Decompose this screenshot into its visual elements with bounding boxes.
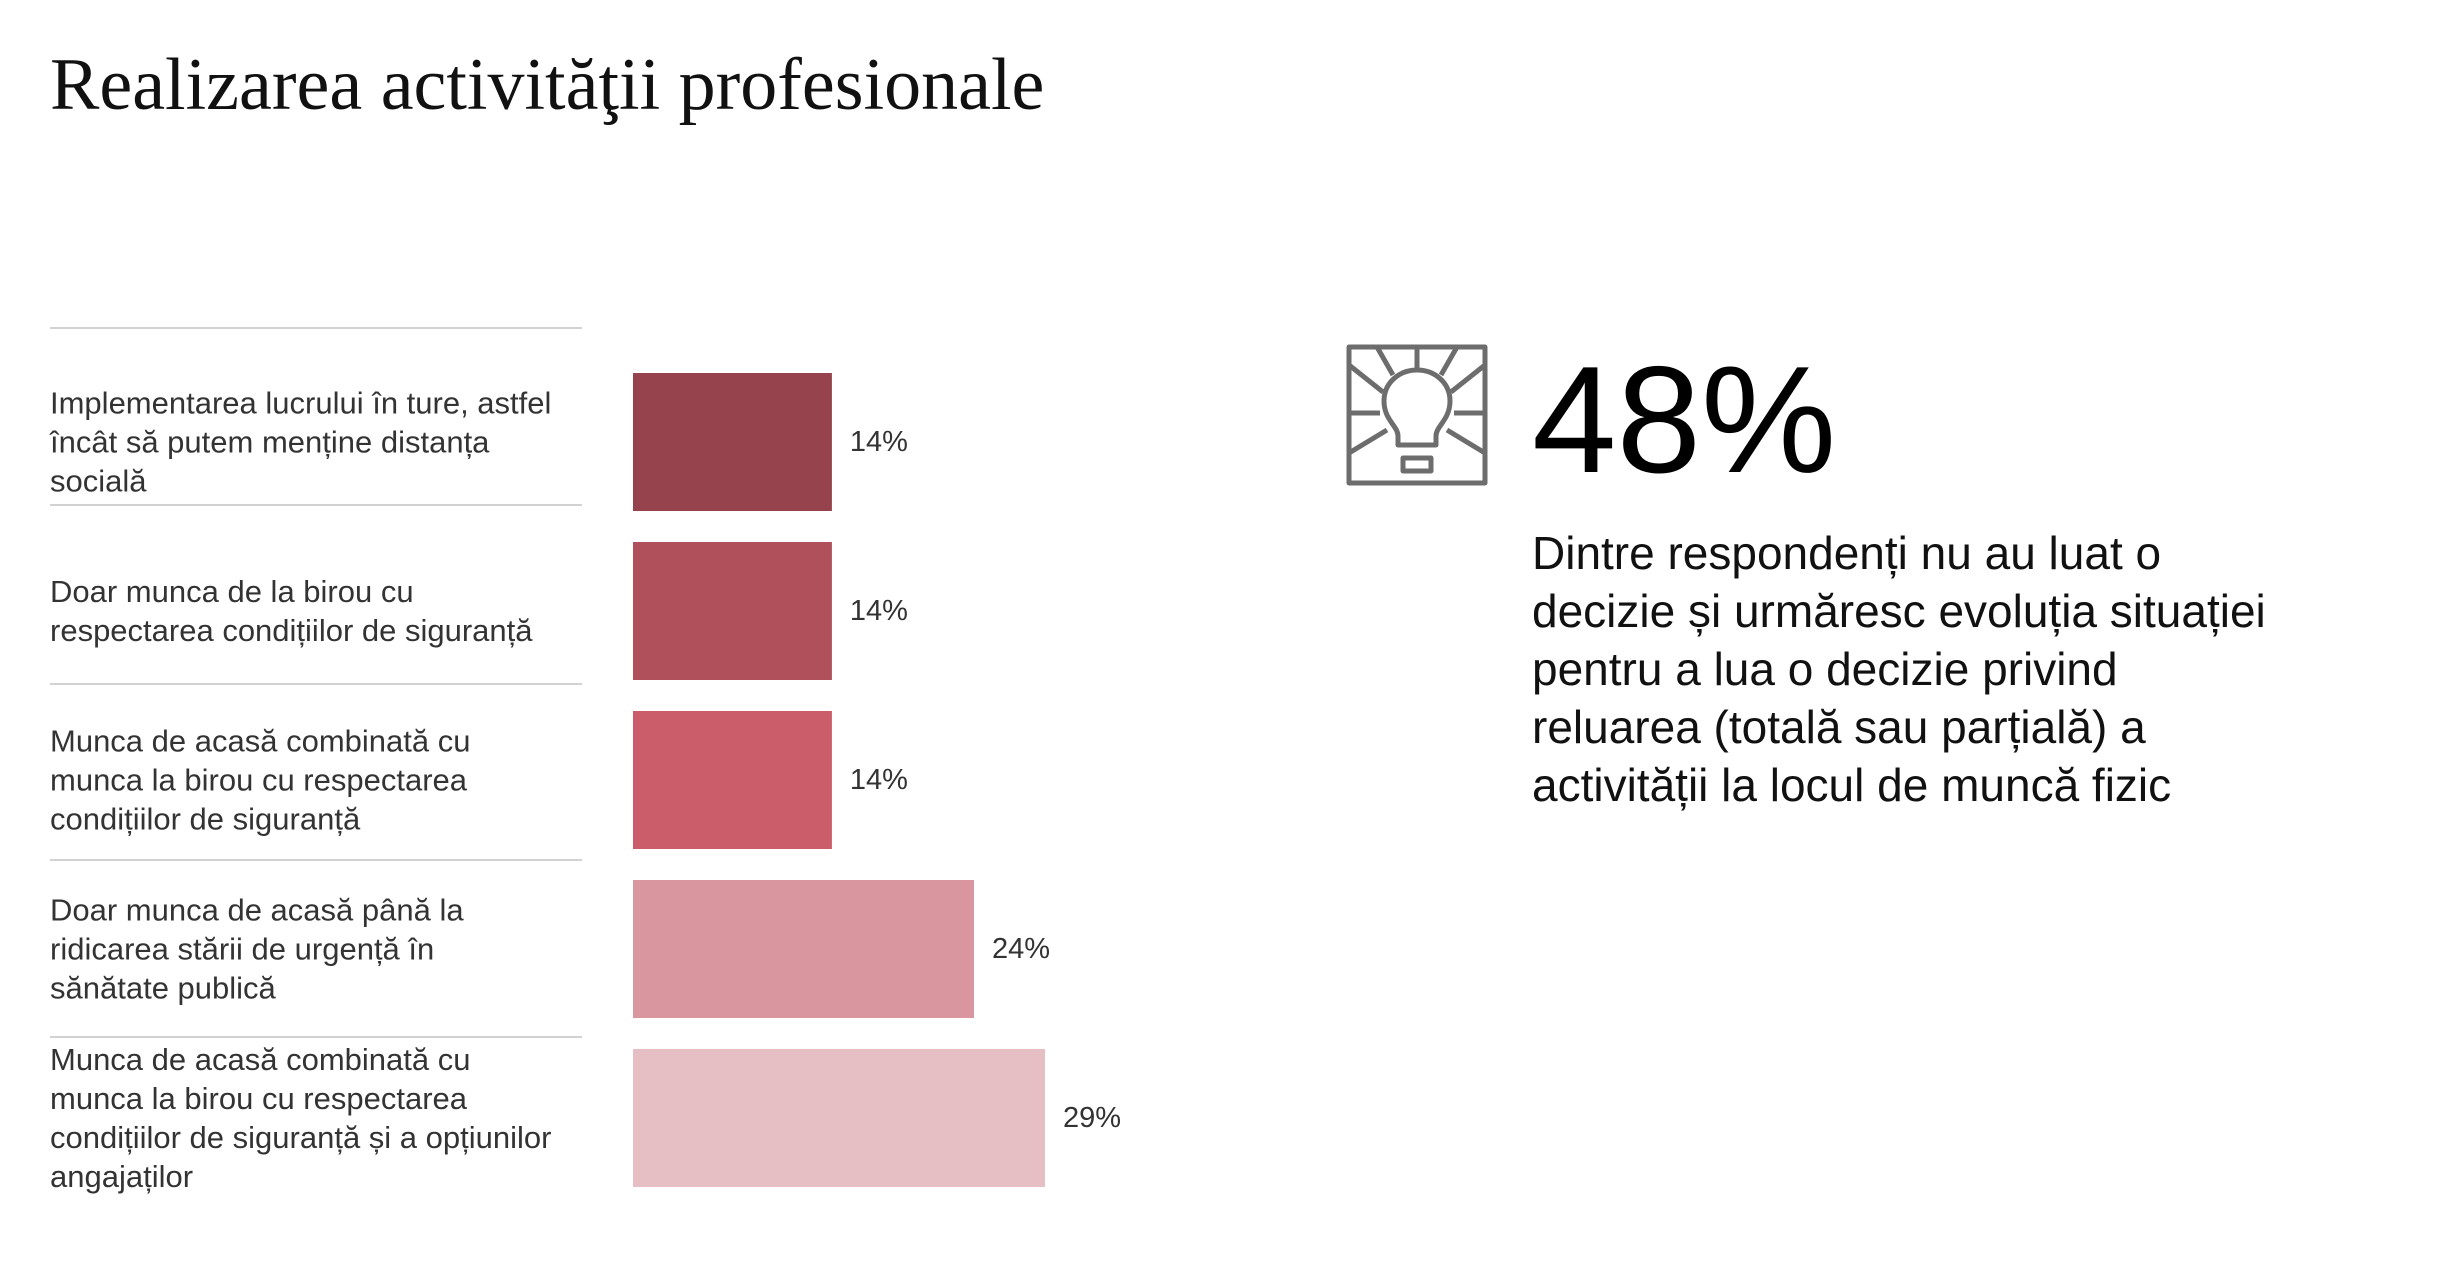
bar-2 [633, 542, 832, 680]
category-label-4: Doar munca de acasă până la ridicarea stă… [50, 893, 464, 1006]
category-label-line: respectarea condițiilor de siguranță [50, 613, 533, 648]
category-label-line: condițiilor de siguranță [50, 802, 361, 837]
bars [633, 373, 1045, 1187]
category-label-line: sănătate publică [50, 971, 277, 1006]
value-label-5: 29% [1063, 1102, 1121, 1134]
value-label-4: 24% [992, 933, 1050, 965]
category-label-line: Implementarea lucrului în ture, astfel [50, 386, 551, 421]
row-dividers [50, 327, 582, 1038]
stat-number: 48% [1532, 335, 1837, 505]
value-label-1: 14% [850, 426, 908, 458]
category-label-3: Munca de acasă combinată cu munca la biro… [50, 724, 470, 837]
category-label-5: Munca de acasă combinată cu munca la biro… [50, 1042, 551, 1194]
category-label-2: Doar munca de la birou cu respectarea con… [50, 574, 533, 648]
category-label-line: Munca de acasă combinată cu [50, 724, 470, 759]
bar-1 [633, 373, 832, 511]
bar-5 [633, 1049, 1045, 1187]
value-labels: 14% 14% 14% 24% 29% [850, 426, 1121, 1134]
category-label-line: socială [50, 464, 147, 499]
value-label-3: 14% [850, 764, 908, 796]
category-label-line: munca la birou cu respectarea [50, 1081, 468, 1116]
value-label-2: 14% [850, 595, 908, 627]
bar-4 [633, 880, 974, 1018]
category-label-line: Munca de acasă combinată cu [50, 1042, 470, 1077]
category-label-1: Implementarea lucrului în ture, astfel în… [49, 386, 551, 499]
lightbulb-icon [1346, 344, 1488, 486]
category-label-line: angajaților [50, 1159, 193, 1194]
category-label-line: ridicarea stării de urgență în [50, 932, 434, 967]
bar-3 [633, 711, 832, 849]
category-label-line: Doar munca de acasă până la [50, 893, 464, 928]
category-label-line: încât să putem menține distanța [49, 425, 490, 460]
category-labels: Implementarea lucrului în ture, astfel în… [49, 386, 551, 1195]
category-label-line: condițiilor de siguranță și a opțiunilor [50, 1120, 551, 1155]
bar-chart: Implementarea lucrului în ture, astfel în… [49, 327, 1121, 1195]
page-title: Realizarea activităţii profesionale [50, 44, 1045, 126]
category-label-line: munca la birou cu respectarea [50, 763, 468, 798]
stat-description: Dintre respondenți nu au luat o decizie … [1532, 527, 2266, 811]
category-label-line: Doar munca de la birou cu [50, 574, 414, 609]
